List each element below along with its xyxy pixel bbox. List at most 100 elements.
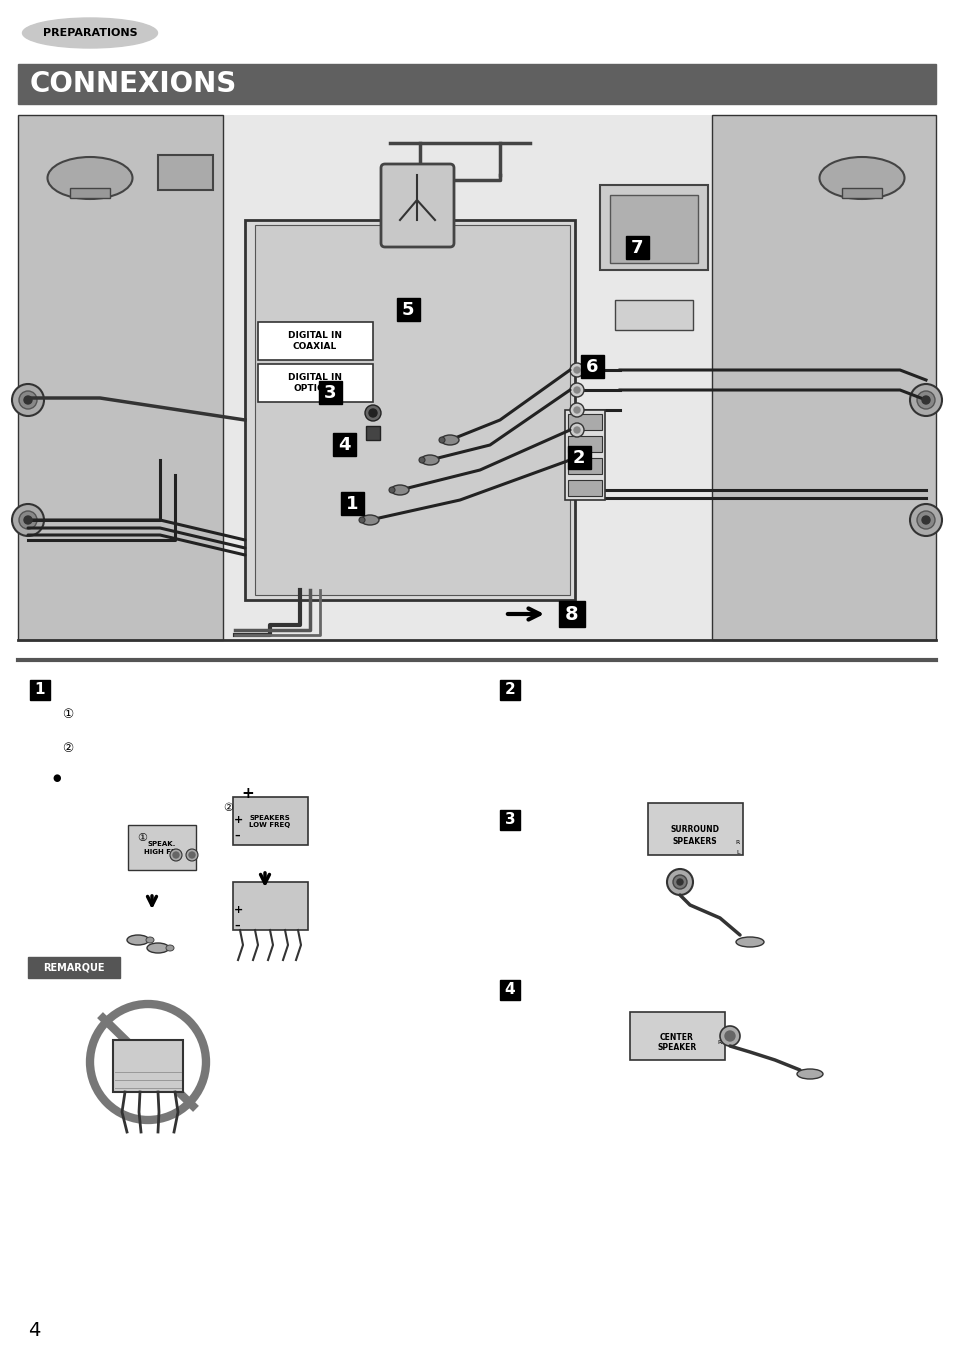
Ellipse shape bbox=[389, 486, 395, 493]
Circle shape bbox=[666, 869, 692, 894]
Circle shape bbox=[677, 880, 682, 885]
Bar bbox=[609, 195, 698, 263]
Circle shape bbox=[909, 504, 941, 536]
Circle shape bbox=[909, 384, 941, 416]
Text: ①: ① bbox=[137, 834, 147, 843]
Bar bbox=[615, 300, 692, 330]
Circle shape bbox=[574, 427, 579, 434]
Ellipse shape bbox=[360, 515, 378, 526]
Circle shape bbox=[369, 409, 376, 417]
Text: 3: 3 bbox=[323, 384, 335, 403]
Circle shape bbox=[574, 367, 579, 373]
Bar bbox=[223, 115, 711, 640]
Bar bbox=[257, 322, 373, 359]
Text: CENTER: CENTER bbox=[659, 1034, 693, 1043]
Text: 5: 5 bbox=[401, 301, 414, 319]
Circle shape bbox=[921, 516, 929, 524]
Circle shape bbox=[19, 390, 37, 409]
FancyBboxPatch shape bbox=[380, 163, 454, 247]
Text: SPEAKER: SPEAKER bbox=[657, 1043, 696, 1052]
Ellipse shape bbox=[127, 935, 149, 944]
Circle shape bbox=[574, 386, 579, 393]
Bar bbox=[841, 188, 882, 199]
Text: DIGITAL IN
COAXIAL: DIGITAL IN COAXIAL bbox=[288, 331, 341, 351]
Circle shape bbox=[574, 407, 579, 413]
Circle shape bbox=[19, 511, 37, 530]
Text: 4: 4 bbox=[28, 1320, 40, 1339]
Text: 3: 3 bbox=[504, 812, 515, 828]
Bar bbox=[499, 811, 519, 830]
Text: SPEAKERS: SPEAKERS bbox=[672, 836, 717, 846]
Circle shape bbox=[916, 390, 934, 409]
Circle shape bbox=[172, 852, 179, 858]
Bar bbox=[318, 381, 341, 404]
Circle shape bbox=[12, 504, 44, 536]
Bar bbox=[112, 1040, 183, 1092]
Bar bbox=[499, 979, 519, 1000]
Text: SPEAK.
HIGH FR.: SPEAK. HIGH FR. bbox=[144, 842, 179, 854]
Circle shape bbox=[921, 396, 929, 404]
Text: –: – bbox=[233, 831, 239, 842]
Text: L: L bbox=[736, 850, 739, 854]
Text: 7: 7 bbox=[630, 239, 642, 257]
Circle shape bbox=[24, 396, 32, 404]
Text: 8: 8 bbox=[564, 604, 578, 624]
Text: PREPARATIONS: PREPARATIONS bbox=[43, 28, 137, 38]
Bar bbox=[567, 413, 601, 430]
Text: 4: 4 bbox=[337, 436, 350, 454]
Text: 4: 4 bbox=[504, 982, 515, 997]
Text: R: R bbox=[717, 1039, 721, 1044]
Ellipse shape bbox=[420, 455, 438, 465]
Ellipse shape bbox=[438, 436, 444, 443]
Ellipse shape bbox=[440, 435, 458, 444]
Text: +: + bbox=[233, 905, 243, 915]
Text: ②: ② bbox=[62, 742, 73, 754]
Text: SPEAKERS
LOW FREQ: SPEAKERS LOW FREQ bbox=[249, 816, 291, 828]
Circle shape bbox=[916, 511, 934, 530]
Text: +: + bbox=[233, 815, 243, 825]
Ellipse shape bbox=[48, 157, 132, 199]
Circle shape bbox=[170, 848, 182, 861]
Bar bbox=[257, 363, 373, 403]
Text: +: + bbox=[241, 785, 254, 801]
Bar bbox=[245, 220, 575, 600]
Bar bbox=[28, 957, 120, 978]
Bar bbox=[567, 480, 601, 496]
Bar bbox=[18, 115, 223, 640]
Text: R: R bbox=[735, 839, 740, 844]
Bar bbox=[629, 1012, 724, 1061]
Bar bbox=[366, 426, 379, 440]
Circle shape bbox=[569, 363, 583, 377]
Text: 1: 1 bbox=[345, 494, 358, 513]
Ellipse shape bbox=[358, 517, 365, 523]
Text: ①: ① bbox=[62, 708, 73, 721]
Bar bbox=[647, 802, 742, 855]
Bar bbox=[711, 115, 935, 640]
Ellipse shape bbox=[146, 938, 153, 943]
Bar bbox=[499, 680, 519, 700]
Circle shape bbox=[189, 852, 194, 858]
Bar bbox=[18, 63, 935, 104]
Bar bbox=[333, 434, 355, 457]
Bar bbox=[599, 185, 707, 270]
Bar bbox=[254, 226, 569, 594]
Circle shape bbox=[720, 1025, 740, 1046]
Bar bbox=[567, 458, 601, 474]
Ellipse shape bbox=[819, 157, 903, 199]
Text: CONNEXIONS: CONNEXIONS bbox=[30, 70, 237, 99]
Text: REMARQUE: REMARQUE bbox=[43, 962, 105, 971]
Ellipse shape bbox=[735, 938, 763, 947]
Ellipse shape bbox=[391, 485, 409, 494]
Bar bbox=[233, 882, 308, 929]
Circle shape bbox=[569, 403, 583, 417]
Circle shape bbox=[569, 382, 583, 397]
Text: 2: 2 bbox=[572, 449, 584, 467]
Circle shape bbox=[12, 384, 44, 416]
Bar bbox=[580, 355, 603, 378]
Text: 1: 1 bbox=[34, 682, 45, 697]
Bar bbox=[396, 299, 419, 322]
Bar bbox=[564, 409, 604, 500]
Text: ●: ● bbox=[52, 773, 60, 784]
Text: 6: 6 bbox=[585, 358, 598, 376]
Ellipse shape bbox=[166, 944, 173, 951]
